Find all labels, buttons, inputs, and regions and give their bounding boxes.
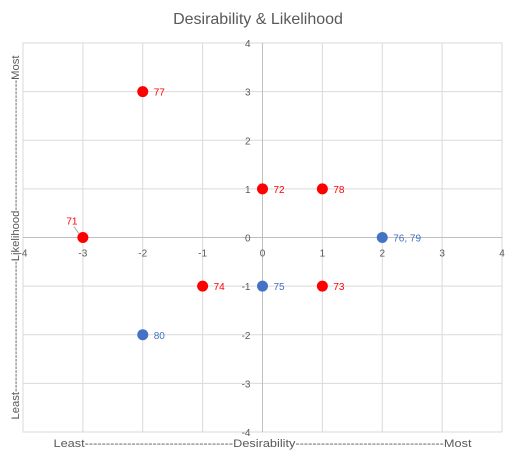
gridlines <box>22 42 503 433</box>
x-tick-label: -2 <box>138 249 147 260</box>
data-point <box>316 183 328 195</box>
data-point <box>137 329 149 341</box>
data-label: 75 <box>274 282 286 293</box>
data-point <box>77 232 89 243</box>
data-label: 74 <box>214 282 226 293</box>
y-tick-label: 1 <box>245 185 251 196</box>
data-point <box>197 280 209 292</box>
data-point <box>376 232 388 243</box>
data-label: 73 <box>333 282 345 293</box>
x-tick-label: 0 <box>260 249 266 260</box>
y-tick-label: -2 <box>242 331 251 342</box>
axis-annotations: Least-----------------------------------… <box>10 56 472 451</box>
x-tick-label: 1 <box>320 249 326 260</box>
label-leader-line <box>73 226 80 234</box>
chart-title: Desirability & Likelihood <box>173 11 343 28</box>
y-tick-label: -4 <box>242 428 251 439</box>
y-tick-label: -1 <box>242 282 251 293</box>
y-tick-label: 4 <box>245 39 251 50</box>
y-tick-label: 2 <box>245 136 251 147</box>
x-axis-annotation: Least-----------------------------------… <box>54 438 472 450</box>
x-tick-label: 4 <box>499 249 505 260</box>
data-label: 76, 79 <box>393 234 421 245</box>
data-label: 78 <box>333 185 345 196</box>
y-tick-label: 3 <box>245 88 251 99</box>
y-tick-label: -3 <box>242 379 251 390</box>
x-tick-label: 2 <box>379 249 385 260</box>
x-tick-label: -1 <box>198 249 207 260</box>
x-tick-label: 3 <box>439 249 445 260</box>
data-point <box>257 183 268 195</box>
data-label: 72 <box>274 185 286 196</box>
x-tick-label: -4 <box>19 249 28 260</box>
data-label: 77 <box>154 88 166 99</box>
data-points: 77 72 78 71 76, 79 74 75 73 80 <box>66 86 421 342</box>
y-axis-annotation: Least-----------------------------------… <box>10 56 22 420</box>
y-tick-label: 0 <box>245 234 251 245</box>
tick-labels: -4 -3 -2 -1 0 1 2 3 4 -4 -3 -2 -1 0 1 2 3 4 <box>19 39 506 439</box>
x-tick-label: -3 <box>78 249 87 260</box>
data-label: 80 <box>154 331 166 342</box>
data-point <box>257 280 268 292</box>
data-point <box>137 86 149 98</box>
data-label: 71 <box>66 217 78 228</box>
data-point <box>316 280 328 292</box>
